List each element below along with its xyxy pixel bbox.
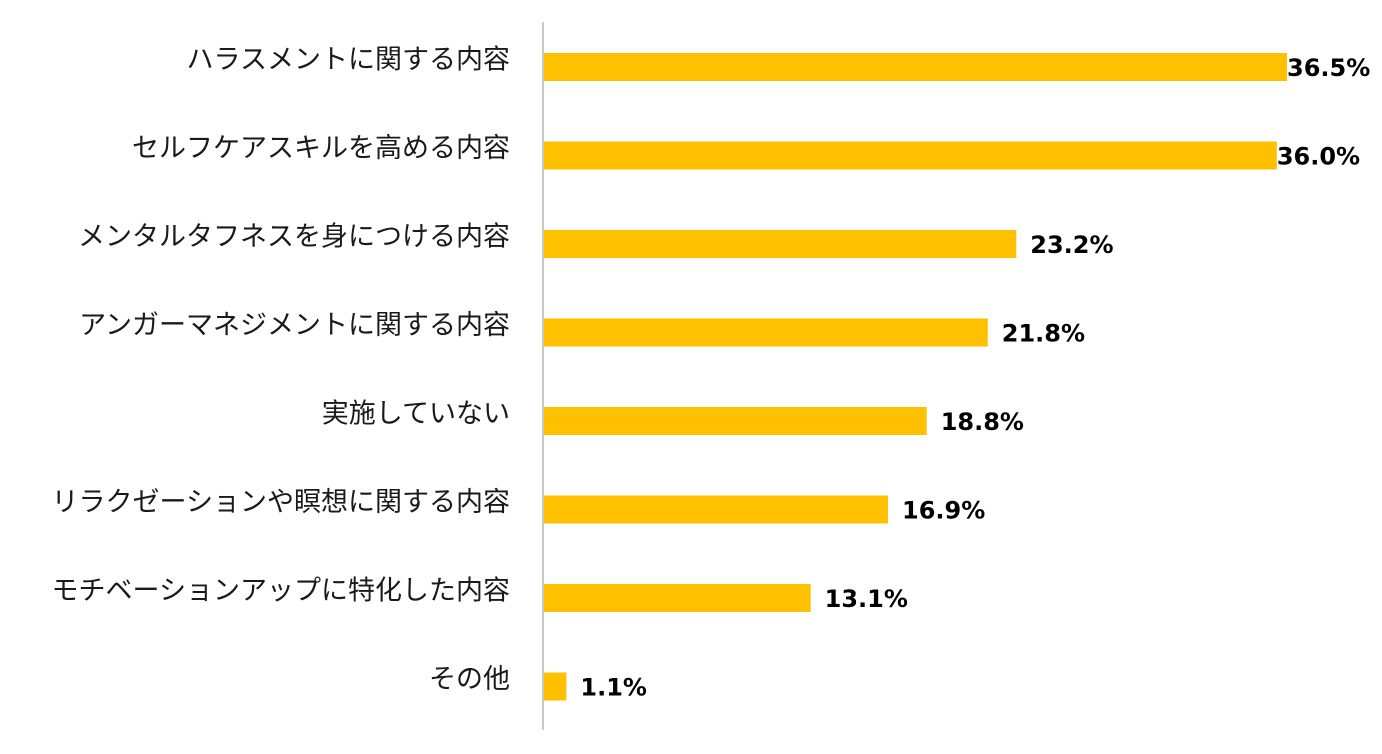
category-label: メンタルタフネスを身につける内容 (78, 222, 510, 253)
category-label: モチベーションアップに特化した内容 (52, 576, 510, 607)
bar (544, 495, 889, 524)
bar (544, 584, 811, 612)
data-label: 1.1% (580, 674, 647, 702)
data-label: 13.1% (825, 585, 908, 613)
data-label: 36.0% (1277, 143, 1360, 171)
data-label: 16.9% (902, 497, 985, 525)
bar (544, 318, 988, 347)
category-label: 実施していない (322, 399, 510, 430)
category-label: その他 (429, 664, 510, 695)
chart-marks: ハラスメントに関する内容 36.5% セルフケアスキルを高める内容 36.0% メンタル… (52, 45, 1371, 702)
category-label: アンガーマネジメントに関する内容 (79, 310, 510, 341)
data-label: 21.8% (1002, 320, 1085, 348)
bar (544, 53, 1287, 81)
data-label: 36.5% (1287, 54, 1370, 82)
bar (544, 407, 927, 435)
data-label: 18.8% (941, 408, 1024, 436)
bar (544, 141, 1277, 170)
bar (544, 230, 1017, 258)
category-label: リラクゼーションや瞑想に関する内容 (52, 487, 510, 518)
category-label: ハラスメントに関する内容 (187, 45, 510, 76)
bar (544, 672, 567, 701)
data-label: 23.2% (1030, 231, 1113, 259)
category-label: セルフケアスキルを高める内容 (132, 133, 510, 164)
